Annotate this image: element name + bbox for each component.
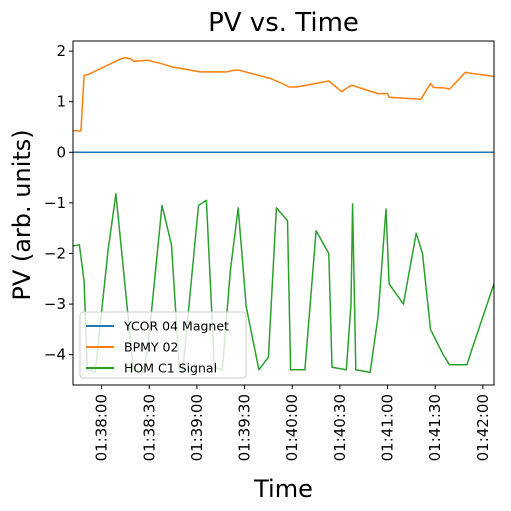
x-tick-label: 01:39:00 [188,394,206,461]
x-tick-label: 01:39:30 [236,394,254,461]
x-tick-label: 01:41:00 [379,394,397,461]
y-tick-label: −2 [44,244,66,262]
x-axis-label: Time [253,475,313,503]
x-tick-label: 01:42:00 [474,394,492,461]
y-tick-label: 1 [56,93,66,111]
x-tick-label: 01:38:30 [140,394,158,461]
legend-label-bpmy-02: BPMY 02 [124,340,178,355]
y-axis-label: PV (arb. units) [8,129,36,300]
y-tick-label: −3 [44,295,66,313]
y-tick-label: −4 [44,346,66,364]
legend-label-hom-c1-signal: HOM C1 Signal [124,361,217,376]
legend: YCOR 04 Magnet BPMY 02 HOM C1 Signal [79,311,247,379]
plot-frame [72,40,495,386]
y-axis: 2 1 0 −1 −2 −3 −4 [44,42,73,364]
legend-box [79,311,247,379]
x-tick-label: 01:40:30 [331,394,349,461]
x-tick-label: 01:38:00 [93,394,111,461]
x-tick-label: 01:40:00 [283,394,301,461]
x-tick-label: 01:41:30 [426,394,444,461]
y-tick-label: 0 [56,143,66,161]
legend-label-ycor-04-magnet: YCOR 04 Magnet [123,319,229,334]
y-tick-label: 2 [56,42,66,60]
y-tick-label: −1 [44,194,66,212]
chart-title: PV vs. Time [208,8,359,38]
series-line-bpmy-02 [73,56,494,132]
x-axis: 01:38:00 01:38:30 01:39:00 01:39:30 01:40:00… [93,385,492,461]
